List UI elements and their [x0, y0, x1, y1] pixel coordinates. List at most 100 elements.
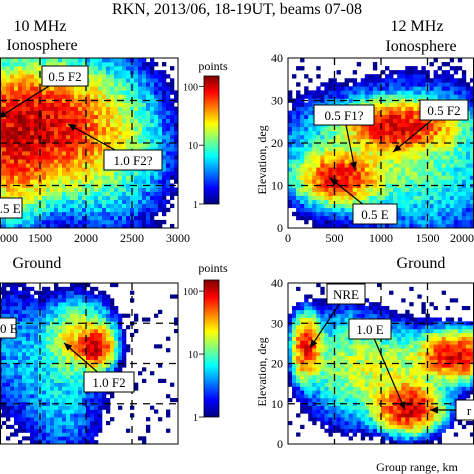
heatmap-cell	[118, 363, 123, 368]
heatmap-cell	[316, 219, 321, 225]
heatmap-cell	[300, 352, 305, 357]
heatmap-cell	[114, 355, 119, 360]
heatmap-cell	[66, 114, 71, 120]
heatmap-cell	[138, 179, 143, 184]
heatmap-cell	[26, 167, 31, 172]
heatmap-cell	[320, 171, 325, 176]
heatmap-cell	[118, 94, 123, 99]
heatmap-cell	[98, 302, 103, 307]
heatmap-cell	[70, 283, 75, 288]
heatmap-cell	[433, 58, 438, 63]
heatmap-cell	[102, 118, 107, 124]
heatmap-cell	[110, 134, 115, 140]
heatmap-cell	[300, 126, 305, 132]
heatmap-cell	[86, 294, 91, 299]
heatmap-cell	[393, 223, 398, 228]
heatmap-cell	[118, 122, 123, 128]
heatmap-cell	[368, 167, 374, 172]
heatmap-cell	[413, 118, 418, 124]
heatmap-cell	[58, 163, 63, 168]
heatmap-cell	[18, 187, 23, 192]
heatmap-cell	[46, 215, 51, 221]
heatmap-cell	[102, 62, 107, 67]
heatmap-cell	[74, 332, 79, 337]
heatmap-cell	[26, 151, 31, 156]
heatmap-cell	[22, 401, 27, 406]
heatmap-cell	[469, 147, 474, 152]
heatmap-cell	[18, 405, 23, 410]
heatmap-cell	[461, 171, 467, 176]
heatmap-cell	[46, 306, 51, 311]
heatmap-cell	[50, 375, 55, 380]
heatmap-cell	[433, 151, 438, 156]
heatmap-cell	[86, 223, 91, 228]
heatmap-cell	[98, 203, 103, 209]
heatmap-cell	[102, 90, 107, 95]
heatmap-cell	[98, 147, 103, 152]
heatmap-cell	[453, 211, 459, 217]
heatmap-cell	[449, 130, 455, 136]
heatmap-cell	[10, 290, 15, 295]
heatmap-cell	[70, 313, 75, 318]
heatmap-cell	[409, 199, 414, 205]
heatmap-cell	[316, 130, 321, 136]
heatmap-cell	[413, 102, 418, 107]
heatmap-cell	[174, 114, 178, 120]
heatmap-cell	[38, 102, 43, 107]
heatmap-cell	[54, 215, 59, 221]
heatmap-cell	[421, 199, 426, 205]
heatmap-cell	[94, 82, 99, 87]
heatmap-cell	[433, 147, 438, 152]
heatmap-cell	[401, 82, 406, 87]
heatmap-cell	[54, 179, 59, 184]
heatmap-cell	[46, 398, 51, 403]
heatmap-cell	[42, 118, 47, 124]
heatmap-cell	[26, 147, 31, 152]
heatmap-cell	[381, 130, 386, 136]
heatmap-cell	[94, 199, 99, 205]
heatmap-cell	[146, 118, 151, 124]
heatmap-cell	[106, 110, 111, 115]
heatmap-cell	[14, 143, 19, 148]
heatmap-cell	[14, 363, 19, 368]
heatmap-cell	[344, 82, 349, 87]
heatmap-cell	[50, 86, 55, 91]
heatmap-cell	[433, 199, 438, 205]
heatmap-cell	[150, 82, 155, 87]
heatmap-cell	[18, 130, 23, 136]
heatmap-cell	[292, 151, 297, 156]
heatmap-cell	[465, 86, 471, 91]
heatmap-cell	[70, 413, 75, 418]
heatmap-cell	[364, 147, 370, 152]
heatmap-cell	[138, 187, 143, 192]
heatmap-cell	[142, 175, 147, 180]
heatmap-cell	[78, 179, 83, 184]
heatmap-cell	[166, 167, 171, 172]
heatmap-cell	[376, 118, 382, 124]
heatmap-cell	[433, 94, 438, 99]
heatmap-cell	[6, 382, 11, 387]
heatmap-cell	[42, 306, 47, 311]
heatmap-cell	[166, 187, 171, 192]
heatmap-cell	[308, 191, 313, 196]
heatmap-cell	[376, 86, 382, 91]
heatmap-cell	[356, 175, 362, 180]
heatmap-cell	[385, 130, 390, 136]
heatmap-cell	[78, 211, 83, 217]
heatmap-cell	[42, 409, 47, 414]
heatmap-cell	[150, 66, 155, 71]
heatmap-cell	[18, 428, 23, 433]
heatmap-cell	[82, 329, 87, 334]
heatmap-cell	[417, 122, 422, 128]
heatmap-cell	[340, 94, 345, 99]
heatmap-cell	[162, 183, 167, 188]
heatmap-cell	[26, 66, 31, 71]
heatmap-cell	[62, 151, 67, 156]
heatmap-cell	[78, 344, 83, 349]
heatmap-cell	[465, 143, 471, 148]
heatmap-cell	[78, 110, 83, 115]
heatmap-cell	[94, 211, 99, 217]
heatmap-cell	[38, 211, 43, 217]
heatmap-cell	[421, 179, 426, 184]
heatmap-cell	[445, 126, 451, 132]
